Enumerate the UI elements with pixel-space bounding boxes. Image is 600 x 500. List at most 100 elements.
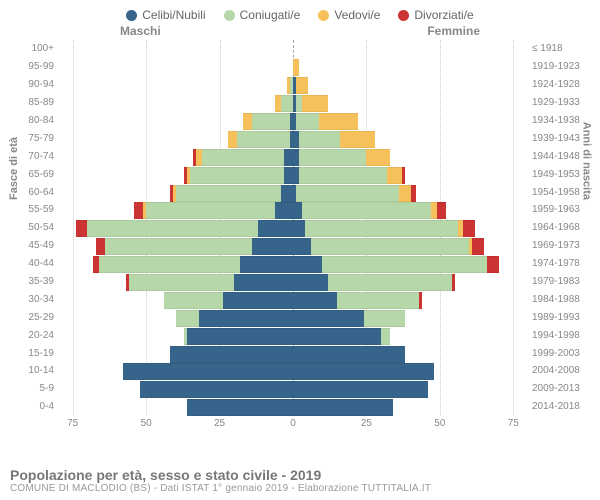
segment-coniugato: [87, 220, 257, 237]
birth-year-label: 1934-1938: [528, 115, 590, 126]
segment-celibe: [293, 310, 364, 327]
male-bar: [58, 274, 293, 289]
segment-celibe: [293, 274, 328, 291]
age-row: 45-491969-1973: [58, 237, 528, 255]
birth-year-label: 2004-2008: [528, 365, 590, 376]
segment-divorziato: [419, 292, 422, 309]
age-row: 25-291989-1993: [58, 308, 528, 326]
age-label: 25-29: [14, 312, 58, 323]
female-bar: [293, 185, 528, 200]
female-bar: [293, 149, 528, 164]
female-bar: [293, 77, 528, 92]
segment-coniugato: [281, 95, 293, 112]
chart-footer: Popolazione per età, sesso e stato civil…: [10, 467, 590, 494]
segment-celibe: [187, 328, 293, 345]
segment-coniugato: [299, 131, 340, 148]
chart-subtitle: COMUNE DI MACLODIO (BS) - Dati ISTAT 1° …: [10, 483, 590, 494]
age-row: 10-142004-2008: [58, 362, 528, 380]
segment-coniugato: [302, 202, 431, 219]
x-axis: 7550250255075: [58, 418, 528, 434]
age-label: 90-94: [14, 79, 58, 90]
segment-celibe: [240, 256, 293, 273]
age-label: 80-84: [14, 115, 58, 126]
x-tick-label: 25: [361, 418, 372, 429]
legend-label: Vedovi/e: [334, 8, 380, 22]
age-label: 100+: [14, 43, 58, 54]
age-label: 95-99: [14, 61, 58, 72]
age-label: 40-44: [14, 258, 58, 269]
segment-celibe: [293, 202, 302, 219]
male-bar: [58, 59, 293, 74]
female-bar: [293, 292, 528, 307]
legend-item: Coniugati/e: [224, 8, 301, 22]
age-label: 15-19: [14, 348, 58, 359]
birth-year-label: 1999-2003: [528, 348, 590, 359]
segment-coniugato: [322, 256, 487, 273]
segment-divorziato: [76, 220, 88, 237]
age-row: 95-991919-1923: [58, 58, 528, 76]
male-bar: [58, 363, 293, 378]
segment-celibe: [199, 310, 293, 327]
segment-coniugato: [296, 185, 399, 202]
age-row: 30-341984-1988: [58, 290, 528, 308]
male-bar: [58, 310, 293, 325]
segment-coniugato: [99, 256, 240, 273]
age-label: 85-89: [14, 97, 58, 108]
male-bar: [58, 131, 293, 146]
legend-label: Coniugati/e: [240, 8, 301, 22]
female-bar: [293, 220, 528, 235]
male-bar: [58, 220, 293, 235]
segment-coniugato: [364, 310, 405, 327]
segment-celibe: [293, 256, 322, 273]
age-label: 75-79: [14, 133, 58, 144]
birth-year-label: 1954-1958: [528, 187, 590, 198]
segment-divorziato: [96, 238, 105, 255]
legend-item: Divorziati/e: [398, 8, 473, 22]
segment-celibe: [293, 328, 381, 345]
plot-area: 100+≤ 191895-991919-192390-941924-192885…: [58, 40, 528, 416]
female-bar: [293, 41, 528, 56]
segment-vedovo: [366, 149, 390, 166]
birth-year-label: 1989-1993: [528, 312, 590, 323]
segment-celibe: [234, 274, 293, 291]
female-label: Femmine: [427, 24, 480, 38]
birth-year-label: 1919-1923: [528, 61, 590, 72]
birth-year-label: 1969-1973: [528, 240, 590, 251]
segment-celibe: [223, 292, 294, 309]
segment-celibe: [293, 381, 428, 398]
age-label: 65-69: [14, 169, 58, 180]
segment-celibe: [293, 220, 305, 237]
segment-coniugato: [328, 274, 451, 291]
age-row: 60-641954-1958: [58, 183, 528, 201]
male-bar: [58, 41, 293, 56]
birth-year-label: 1964-1968: [528, 222, 590, 233]
segment-coniugato: [164, 292, 223, 309]
legend-label: Divorziati/e: [414, 8, 473, 22]
age-label: 0-4: [14, 401, 58, 412]
x-tick-label: 50: [141, 418, 152, 429]
birth-year-label: 2009-2013: [528, 383, 590, 394]
segment-celibe: [293, 399, 393, 416]
age-row: 40-441974-1978: [58, 255, 528, 273]
female-bar: [293, 238, 528, 253]
segment-coniugato: [337, 292, 419, 309]
segment-celibe: [293, 238, 311, 255]
segment-coniugato: [305, 220, 458, 237]
female-bar: [293, 274, 528, 289]
male-bar: [58, 256, 293, 271]
male-bar: [58, 346, 293, 361]
segment-celibe: [187, 399, 293, 416]
age-row: 55-591959-1963: [58, 201, 528, 219]
male-bar: [58, 95, 293, 110]
segment-coniugato: [190, 167, 284, 184]
birth-year-label: 2014-2018: [528, 401, 590, 412]
female-bar: [293, 113, 528, 128]
birth-year-label: 1994-1998: [528, 330, 590, 341]
age-row: 35-391979-1983: [58, 273, 528, 291]
age-label: 5-9: [14, 383, 58, 394]
birth-year-label: 1974-1978: [528, 258, 590, 269]
age-row: 90-941924-1928: [58, 76, 528, 94]
segment-coniugato: [237, 131, 290, 148]
segment-coniugato: [129, 274, 235, 291]
segment-vedovo: [319, 113, 357, 130]
